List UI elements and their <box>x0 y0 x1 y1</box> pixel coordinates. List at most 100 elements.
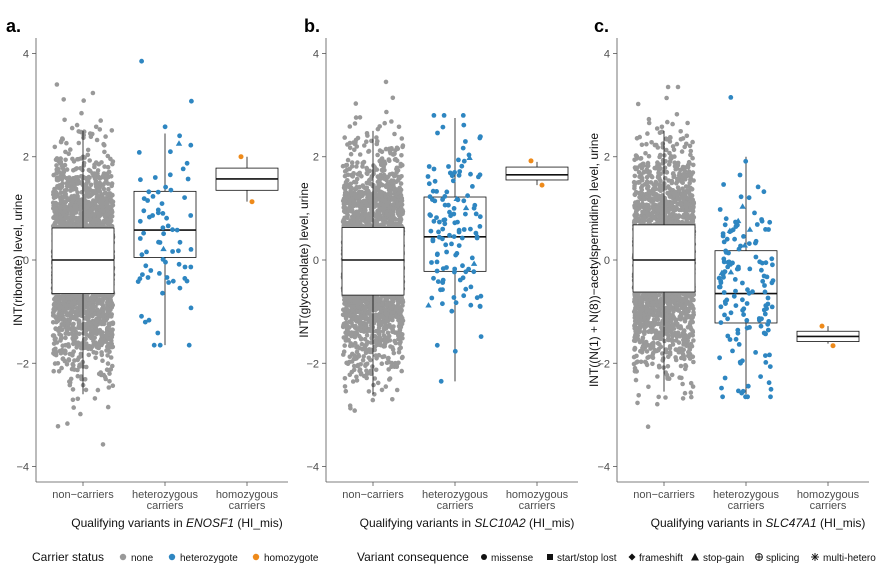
data-point <box>109 344 114 350</box>
data-point <box>106 204 112 209</box>
data-point <box>390 397 395 402</box>
data-point <box>98 118 103 123</box>
data-point <box>87 158 92 163</box>
data-point <box>106 174 111 180</box>
data-point <box>95 193 100 199</box>
data-point <box>106 336 111 342</box>
data-point <box>150 194 156 199</box>
data-point <box>85 147 91 153</box>
data-point <box>159 201 165 207</box>
panel-label: b. <box>304 16 320 36</box>
data-point <box>99 313 105 319</box>
data-point <box>68 295 73 301</box>
data-point <box>110 321 116 327</box>
data-point <box>75 157 80 162</box>
data-point <box>386 359 392 365</box>
data-point <box>93 124 99 130</box>
data-point <box>83 328 89 333</box>
data-point <box>105 325 110 331</box>
data-point <box>58 304 63 310</box>
data-point <box>379 197 385 203</box>
data-point <box>105 404 111 410</box>
data-point <box>345 157 351 163</box>
data-point <box>188 264 194 270</box>
data-point <box>105 361 111 366</box>
data-point <box>97 127 103 132</box>
data-point <box>162 124 168 130</box>
data-point <box>180 166 186 172</box>
data-point <box>83 336 88 342</box>
data-point <box>51 203 56 208</box>
data-point <box>188 247 194 252</box>
data-point <box>377 148 383 153</box>
data-point <box>76 207 82 212</box>
data-point <box>91 189 97 194</box>
box-group-2 <box>215 156 279 202</box>
data-point <box>343 316 349 321</box>
data-point <box>103 134 108 139</box>
data-point <box>400 162 405 168</box>
data-point <box>373 367 379 373</box>
data-point <box>93 160 99 165</box>
data-point <box>342 135 348 140</box>
data-point <box>390 317 395 323</box>
data-point <box>74 166 79 171</box>
data-point <box>81 304 86 310</box>
data-point <box>355 160 360 165</box>
data-point <box>389 119 394 124</box>
data-point <box>376 329 382 334</box>
data-point <box>353 101 359 106</box>
data-point <box>141 230 147 236</box>
data-point <box>397 175 402 181</box>
data-point <box>343 388 349 394</box>
data-point <box>99 350 104 355</box>
data-point <box>155 330 161 336</box>
data-point <box>60 296 66 301</box>
data-point <box>184 160 190 166</box>
data-point <box>355 362 361 368</box>
data-point <box>383 146 389 152</box>
data-point <box>176 248 181 254</box>
data-point <box>176 261 182 267</box>
data-point <box>348 181 354 187</box>
data-point <box>85 177 90 182</box>
data-point <box>78 307 83 313</box>
data-point <box>163 259 168 265</box>
data-point <box>100 205 106 210</box>
data-point <box>373 338 379 343</box>
data-point <box>344 167 350 173</box>
data-point <box>157 240 163 245</box>
data-point <box>82 377 88 382</box>
data-point <box>98 320 103 326</box>
data-point <box>366 148 372 154</box>
data-point <box>392 131 397 137</box>
data-point <box>68 202 73 208</box>
data-point <box>84 293 90 298</box>
data-point <box>85 309 90 314</box>
data-point <box>160 245 167 252</box>
data-point <box>342 384 348 389</box>
data-point <box>96 299 101 305</box>
data-point <box>188 142 194 148</box>
data-point <box>63 342 68 348</box>
data-point <box>58 195 63 200</box>
y-tick-label: −4 <box>306 462 319 474</box>
data-point <box>62 209 68 214</box>
y-axis-label: INT(ribonate) level, urine <box>11 194 25 326</box>
data-point <box>370 397 376 403</box>
data-point <box>184 278 190 284</box>
data-point <box>163 184 169 190</box>
data-point <box>350 308 356 313</box>
data-point <box>345 172 351 178</box>
data-point <box>62 117 67 123</box>
data-point <box>164 215 170 221</box>
data-point <box>188 213 194 218</box>
data-point <box>105 181 111 186</box>
data-point <box>84 364 89 370</box>
data-point <box>99 333 104 338</box>
data-point <box>139 58 145 64</box>
data-point <box>79 110 84 116</box>
data-point <box>386 157 392 162</box>
data-point <box>74 122 80 128</box>
data-point <box>135 279 141 284</box>
